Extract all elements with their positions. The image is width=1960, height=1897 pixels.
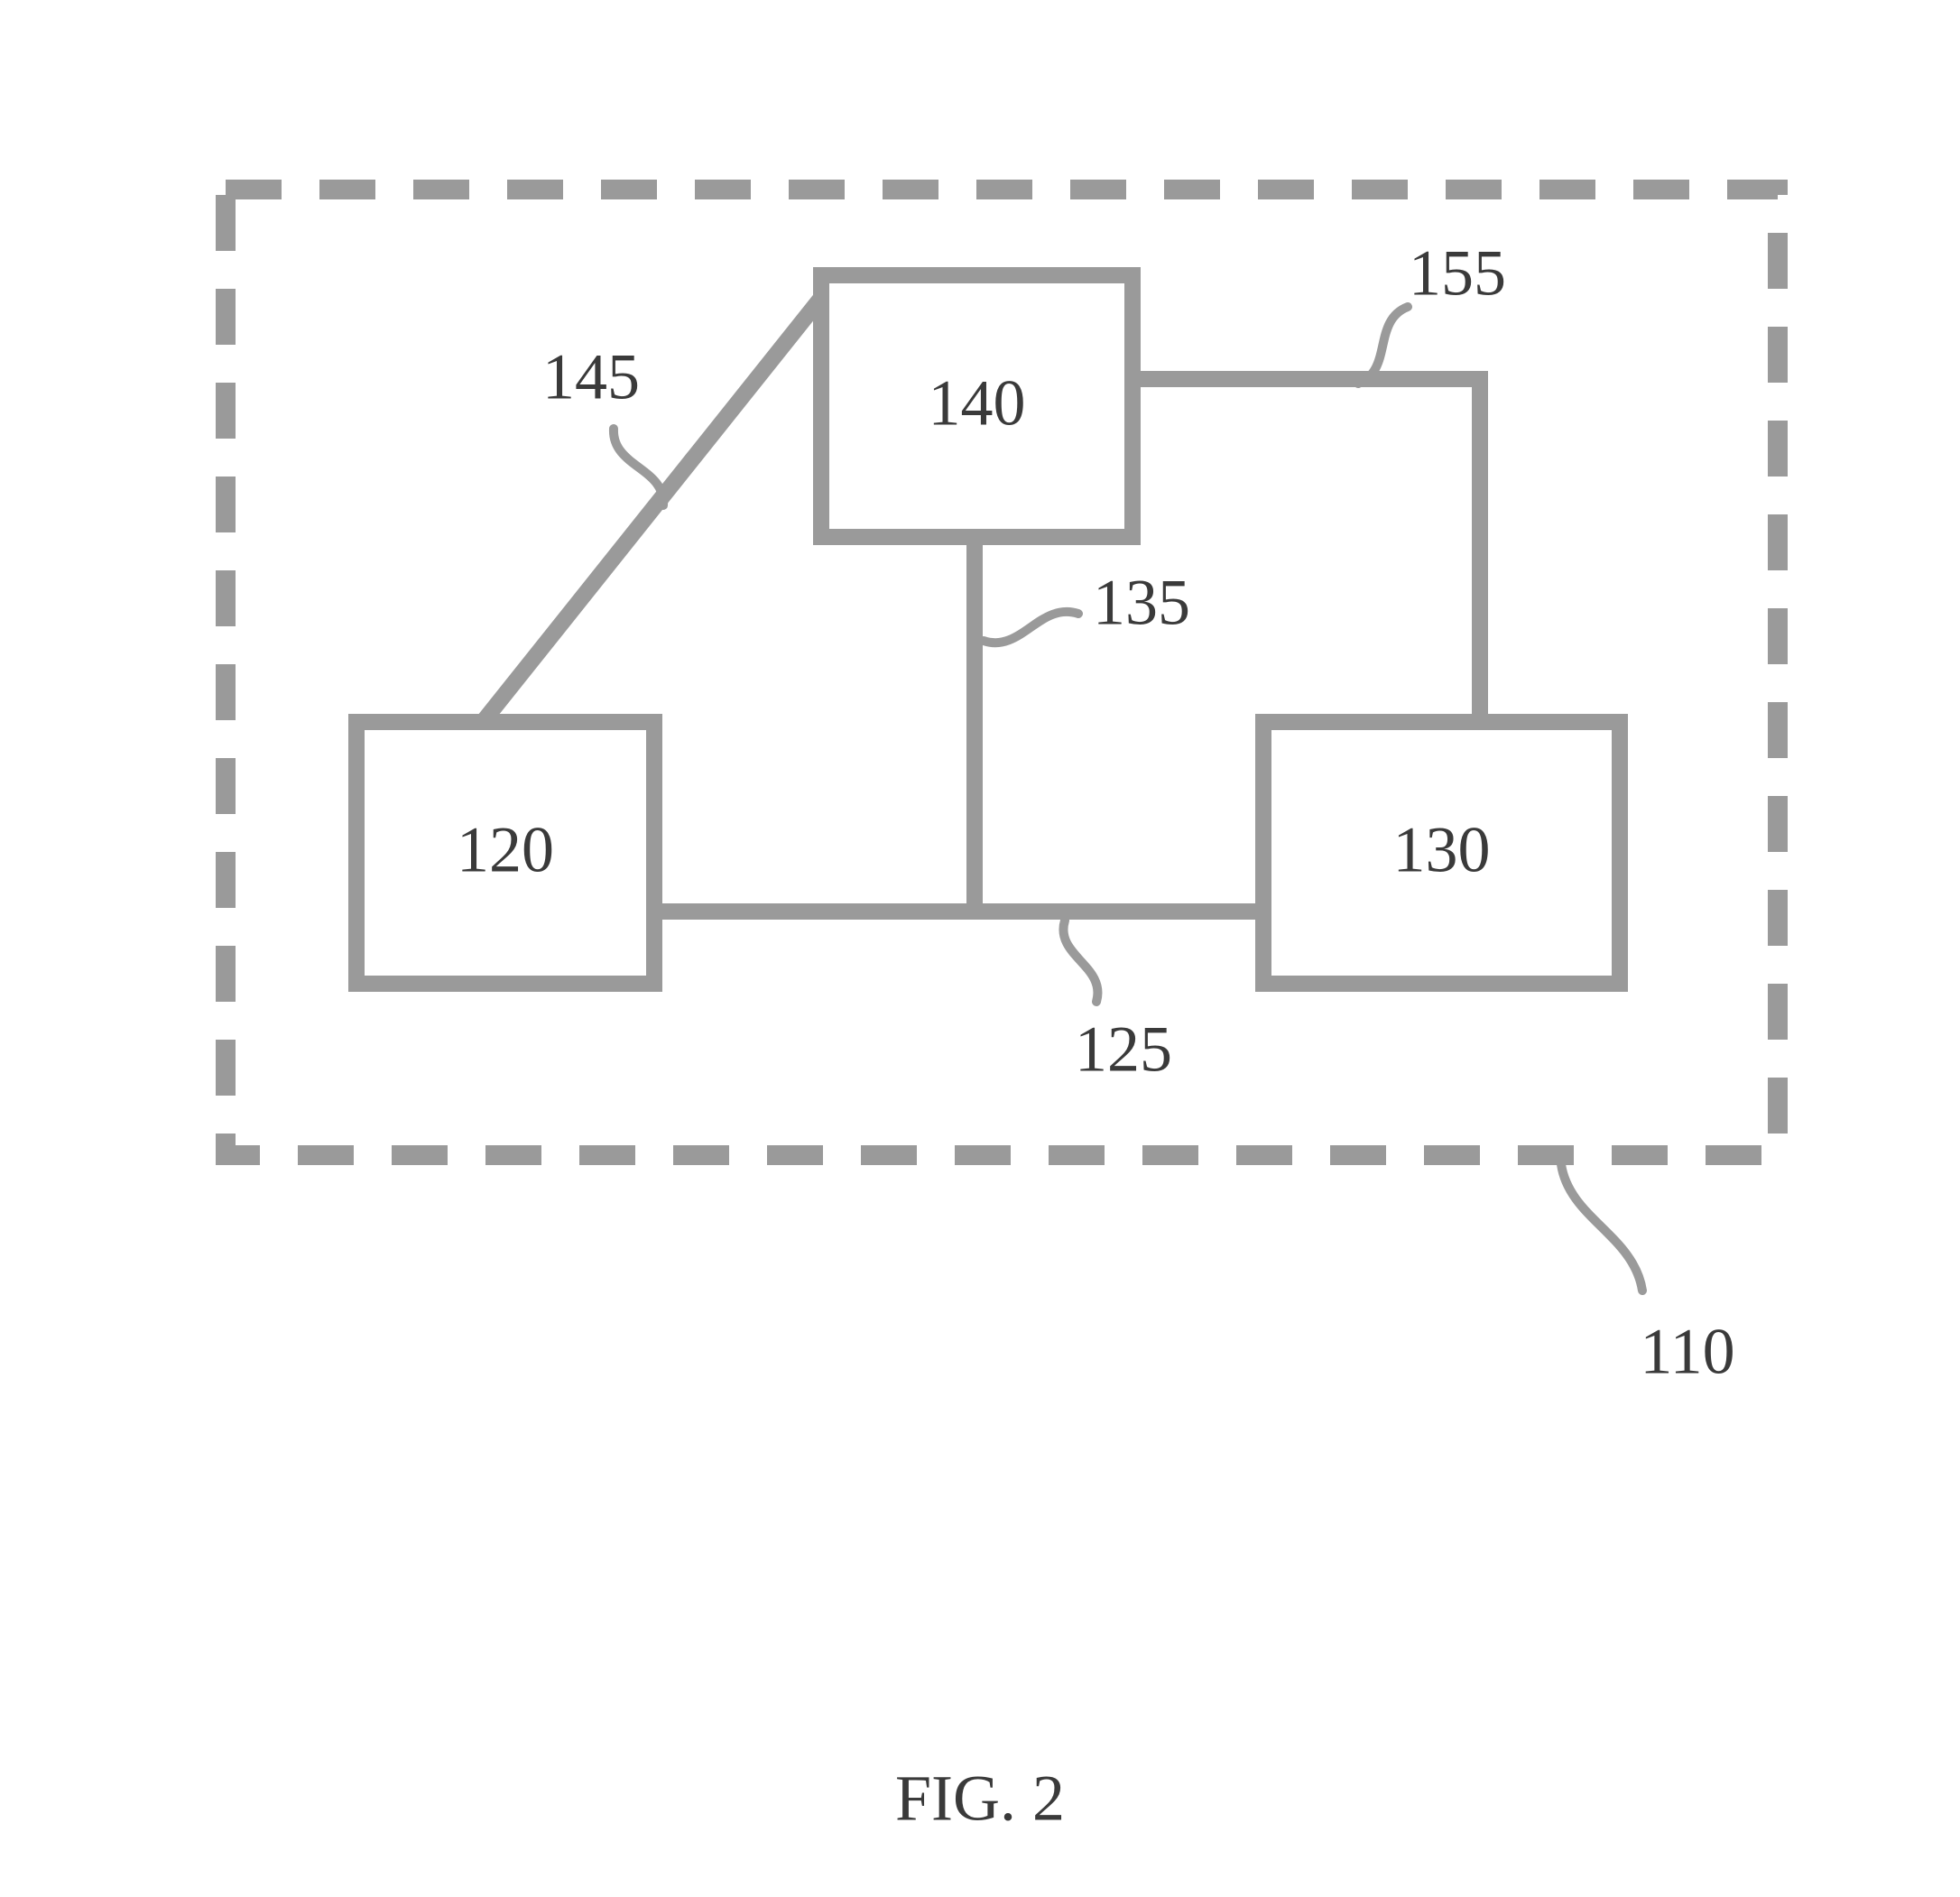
figure-canvas: 120 130 140 125 135 145 155 110 FIG. 2 <box>0 0 1960 1897</box>
node-label-130: 130 <box>1393 814 1491 886</box>
edge-label-155: 155 <box>1409 237 1506 310</box>
edge-label-145: 145 <box>542 341 640 413</box>
node-label-140: 140 <box>929 367 1026 440</box>
node-label-120: 120 <box>457 814 554 886</box>
figure-svg: 120 130 140 125 135 145 155 110 FIG. 2 <box>0 0 1960 1897</box>
outer-box-label: 110 <box>1640 1316 1734 1388</box>
edge-label-135: 135 <box>1093 567 1190 639</box>
edge-label-125: 125 <box>1075 1013 1172 1086</box>
figure-caption: FIG. 2 <box>895 1763 1065 1835</box>
